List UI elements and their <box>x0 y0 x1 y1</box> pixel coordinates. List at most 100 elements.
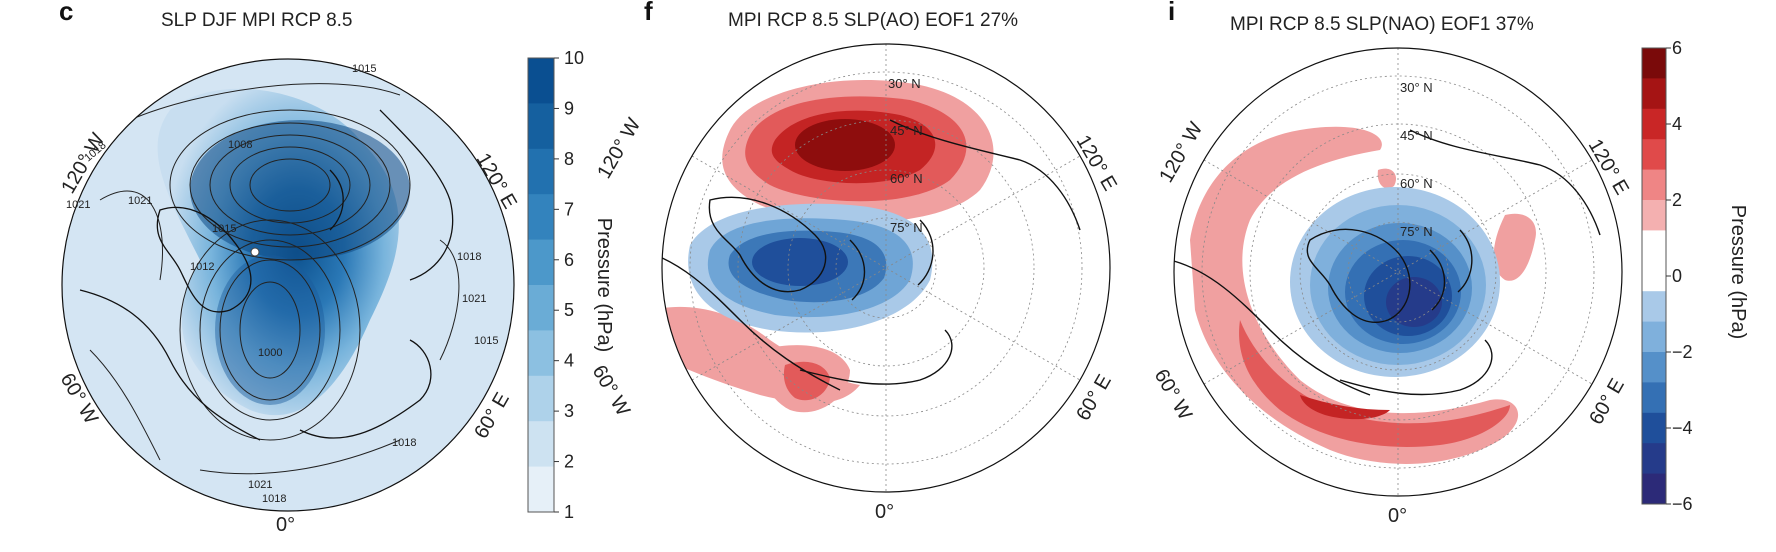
colorbar-swatch <box>528 330 554 377</box>
coastlines <box>1174 129 1601 396</box>
pole-marker <box>250 247 260 257</box>
colorbar-swatch <box>1642 200 1666 231</box>
colorbar-title: Pressure (hPa) <box>1727 205 1749 340</box>
colorbar-swatch <box>528 103 554 150</box>
lat-label-45n: 45° N <box>890 123 923 138</box>
lon-label-0: 0° <box>276 514 295 536</box>
colorbar-tick-label: 9 <box>564 98 574 118</box>
contour-label: 1018 <box>262 493 286 505</box>
lat-label-75n: 75° N <box>1400 224 1433 239</box>
colorbar-swatch <box>528 421 554 468</box>
icelandic-low <box>190 120 410 260</box>
panel-letter: f <box>644 0 653 26</box>
panel-title: MPI RCP 8.5 SLP(AO) EOF1 27% <box>728 10 1019 31</box>
contour-label: 1015 <box>474 335 498 347</box>
negative-anomaly-arctic-core <box>752 238 848 286</box>
colorbar-tick-label: −2 <box>1672 342 1693 362</box>
contour-label: 1021 <box>66 199 90 211</box>
colorbar-swatch <box>528 466 554 513</box>
contour-label: 1000 <box>258 347 282 359</box>
colorbar-swatch <box>1642 473 1666 505</box>
lat-label-60n: 60° N <box>890 171 923 186</box>
colorbar-tick-label: 7 <box>564 199 574 219</box>
colorbar-swatch <box>1642 48 1666 79</box>
positive-anomaly-atlantic <box>1239 320 1510 447</box>
colorbar-border <box>527 57 555 513</box>
panel-title: SLP DJF MPI RCP 8.5 <box>161 10 353 31</box>
lon-label-0: 0° <box>1388 505 1407 527</box>
colorbar-tick-label: 10 <box>564 48 584 68</box>
positive-anomaly-pacific-core <box>795 119 895 171</box>
isobar-contours <box>89 83 460 475</box>
panel-title: MPI RCP 8.5 SLP(NAO) EOF1 37% <box>1230 14 1534 35</box>
colorbar-swatch <box>1642 382 1666 414</box>
graticule <box>1201 48 1595 496</box>
lat-label-60n: 60° N <box>1400 176 1433 191</box>
colorbar-tick-label: 4 <box>564 351 574 371</box>
colorbar-tick-label: 5 <box>564 300 574 320</box>
coastlines <box>662 119 1081 391</box>
map-boundary <box>1173 47 1623 497</box>
colorbar-swatch <box>528 375 554 422</box>
panel-f: f MPI RCP 8.5 SLP(AO) EOF1 27% <box>588 0 1160 552</box>
colorbar-tick-label: 6 <box>564 250 574 270</box>
colorbar-swatch <box>1642 443 1666 475</box>
colorbar-swatch <box>1642 230 1666 262</box>
positive-anomaly-siberia <box>1493 213 1536 281</box>
lat-label-45n: 45° N <box>1400 128 1433 143</box>
colorbar-tick-label: 0 <box>1672 266 1682 286</box>
lon-label-0: 0° <box>875 501 894 523</box>
contour-label: 1018 <box>392 437 416 449</box>
colorbar-swatch <box>528 58 554 104</box>
negative-anomaly-arctic-core <box>1386 277 1442 327</box>
lat-label-30n-visible: 30° N <box>1400 80 1433 95</box>
colorbar: 6 4 2 0 −2 −4 −6 <box>1641 38 1693 514</box>
colorbar-swatch <box>1642 321 1666 353</box>
colorbar-tick-label: −4 <box>1672 418 1693 438</box>
map-ao-eof1: 30° N 45° N 60° N 75° N 120° W 120° E 60… <box>588 43 1121 523</box>
panel-i: i MPI RCP 8.5 SLP(NAO) EOF1 37% <box>1150 0 1776 552</box>
graticule <box>689 44 1083 492</box>
colorbar-swatch <box>1642 352 1666 383</box>
colorbar-tick-label: 1 <box>564 502 574 522</box>
colorbar-swatch <box>1642 291 1666 323</box>
contour-label: 1021 <box>128 195 152 207</box>
positive-anomaly-atlantic-core <box>1300 395 1390 420</box>
colorbar-swatch <box>1642 169 1666 201</box>
colorbar-swatch <box>528 239 554 286</box>
colorbar-swatch <box>1642 139 1666 171</box>
colorbar-swatch <box>528 194 554 241</box>
colorbar: 10 9 8 7 6 5 4 3 2 1 <box>527 48 584 522</box>
contour-label: 1008 <box>228 139 252 151</box>
colorbar-swatch <box>1642 108 1666 140</box>
lat-label-75n: 75° N <box>890 220 923 235</box>
contour-label: 1015 <box>212 223 236 235</box>
aleutian-low <box>215 255 325 405</box>
colorbar-tick-label: 8 <box>564 149 574 169</box>
lon-label-120w: 120° W <box>593 114 645 182</box>
colorbar-swatch <box>1642 412 1666 444</box>
contour-label: 1015 <box>352 63 376 75</box>
contour-label: 1012 <box>190 261 214 273</box>
panel-c: c SLP DJF MPI RCP 8.5 <box>0 0 615 552</box>
contour-label: 1021 <box>248 479 272 491</box>
colorbar-swatch <box>528 148 554 195</box>
colorbar-swatch <box>1642 260 1666 292</box>
colorbar-title: Pressure (hPa) <box>593 218 615 353</box>
colorbar-swatch <box>528 285 554 331</box>
panel-letter: c <box>59 0 74 26</box>
lat-label-30n: 30° N <box>888 76 921 91</box>
contour-label: 1021 <box>462 293 486 305</box>
colorbar-tick-label: 6 <box>1672 38 1682 58</box>
colorbar-tick-label: 2 <box>564 452 574 472</box>
positive-anomaly-pacific <box>1377 168 1397 189</box>
contour-label: 1018 <box>457 251 481 263</box>
colorbar-tick-label: 4 <box>1672 114 1682 134</box>
colorbar-swatch <box>1642 78 1666 110</box>
colorbar-tick-label: −6 <box>1672 494 1693 514</box>
panel-letter: i <box>1168 0 1176 26</box>
colorbar-tick-label: 3 <box>564 401 574 421</box>
colorbar-tick-label: 2 <box>1672 190 1682 210</box>
map-boundary <box>661 43 1111 493</box>
map-boundary <box>61 58 515 512</box>
